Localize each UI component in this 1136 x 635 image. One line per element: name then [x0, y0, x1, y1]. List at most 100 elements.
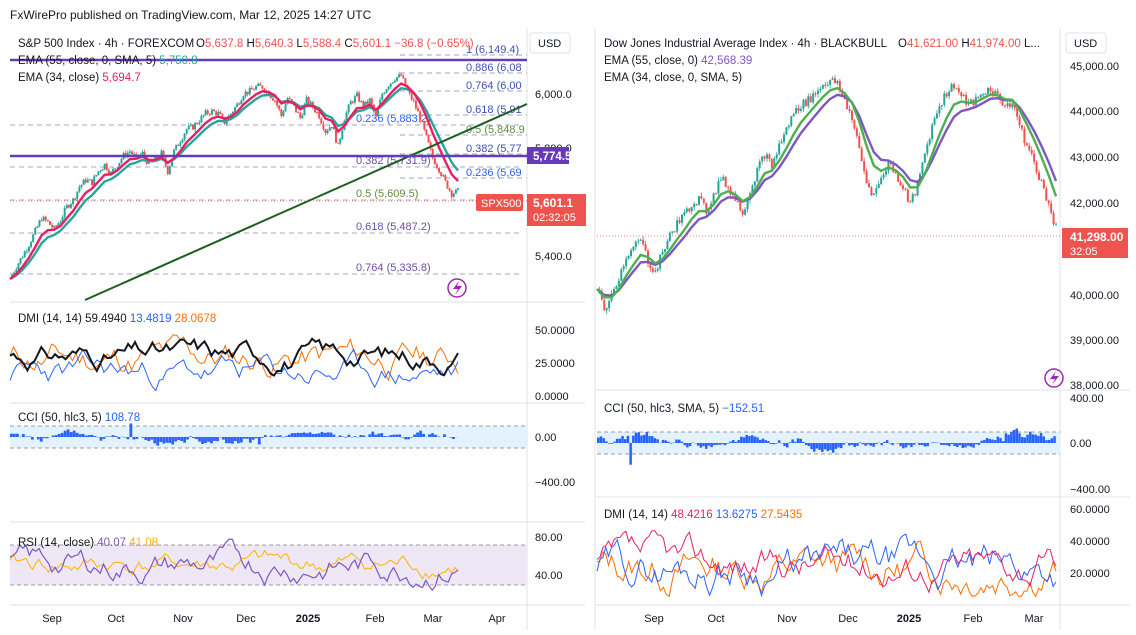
candle-body — [345, 112, 348, 121]
candle-body — [36, 226, 39, 228]
sp500-ema34-legend: EMA (34, close) 5,694.7 — [18, 72, 141, 84]
cci-bar — [90, 434, 94, 437]
dow-price-tick-label: 42,000.00 — [1070, 198, 1119, 210]
cci-bar — [231, 437, 234, 444]
candle-body — [120, 159, 123, 163]
currency-button[interactable] — [529, 32, 571, 54]
dow-cci-bar — [891, 443, 894, 446]
candle-body — [194, 123, 197, 130]
cci-bar — [129, 423, 133, 437]
dow-currency-button[interactable] — [1065, 32, 1107, 54]
candle-body — [931, 124, 934, 140]
alert-icon[interactable] — [447, 278, 467, 298]
candle-body — [410, 93, 413, 100]
candle-body — [450, 190, 453, 197]
dow-price-tick-label: 43,000.00 — [1070, 152, 1119, 164]
candle-body — [353, 96, 356, 103]
dow-cci-bar — [729, 441, 732, 443]
candle-body — [996, 90, 999, 94]
candle-body — [74, 198, 77, 200]
dow-cci-bar — [869, 443, 873, 446]
dow-alert-icon[interactable] — [1044, 368, 1064, 388]
dow-cci-bar — [640, 435, 643, 443]
fib-right-label: 0.5 (5,848.9 — [466, 124, 525, 136]
candle-body — [826, 84, 829, 86]
cci-bar — [236, 437, 240, 444]
candle-body — [664, 249, 666, 252]
candle-body — [719, 180, 722, 182]
candle-body — [668, 232, 671, 241]
candle-body — [368, 98, 371, 104]
candle-body — [957, 88, 960, 93]
candle-body — [671, 231, 674, 233]
candle-body — [634, 241, 637, 247]
candle-body — [48, 221, 51, 225]
dow-cci-bar — [783, 443, 786, 447]
candle-body — [318, 112, 321, 119]
candle-body — [804, 99, 807, 107]
candle-body — [330, 127, 333, 129]
cci-bar — [389, 435, 393, 437]
candle-body — [620, 269, 623, 281]
cci-bar — [377, 433, 381, 437]
x-axis-label: Nov — [173, 613, 193, 625]
cci-bar — [413, 434, 416, 437]
candle-body — [229, 113, 232, 116]
dow-price-tick-label: 39,000.00 — [1070, 335, 1119, 347]
dow-cci-bar — [607, 443, 611, 444]
candle-body — [928, 139, 931, 145]
cci-bar — [99, 437, 103, 441]
dow-cci-bar — [629, 443, 632, 465]
candle-body — [93, 176, 96, 186]
countdown-label: 02:32:05 — [533, 212, 576, 224]
dow-cci-bar — [1007, 434, 1010, 443]
cci-bar — [239, 437, 243, 443]
candle-body — [897, 173, 900, 182]
candle-body — [603, 299, 606, 311]
dow-cci-bar — [848, 443, 851, 446]
candle-body — [870, 187, 873, 196]
dmi-tick-label: 50.0000 — [535, 325, 575, 337]
candle-body — [836, 80, 839, 84]
candle-body — [322, 123, 325, 130]
dow-cci-bar — [867, 443, 870, 445]
candle-body — [853, 120, 856, 129]
cci-bar — [383, 436, 387, 437]
candle-body — [417, 108, 420, 112]
candle-body — [649, 263, 652, 269]
candle-body — [440, 172, 443, 176]
candle-body — [59, 221, 62, 224]
candle-body — [271, 98, 274, 101]
candle-body — [1033, 153, 1036, 162]
candle-body — [763, 156, 766, 159]
candle-body — [65, 205, 68, 209]
candle-body — [221, 114, 224, 117]
dow-cci-bar — [815, 443, 819, 449]
candle-body — [101, 169, 104, 171]
dow-jones-chart[interactable]: Dow Jones Industrial Average Index · 4h … — [596, 32, 1128, 625]
candle-body — [189, 124, 192, 126]
candle-body — [1001, 99, 1004, 106]
cci-bar — [248, 437, 252, 443]
cci-bar — [452, 437, 455, 440]
candle-body — [809, 96, 812, 103]
candle-body — [114, 168, 117, 170]
cci-bar — [311, 434, 315, 437]
dow-price-tick-label: 44,000.00 — [1070, 106, 1119, 118]
candle-body — [1030, 149, 1033, 154]
candle-body — [863, 161, 866, 172]
dow-cci-bar — [961, 443, 964, 448]
candle-body — [693, 203, 696, 207]
candle-body — [82, 179, 85, 185]
cci-bar — [36, 437, 40, 440]
cci-bar — [398, 434, 402, 437]
x-axis-label: Mar — [424, 613, 443, 625]
candle-body — [783, 134, 785, 142]
dow-x-axis-label: Mar — [1025, 613, 1044, 625]
cci-bar — [422, 433, 425, 437]
sp500-ema55-legend: EMA (55, close, 0, SMA, 5) 5,750.8 — [18, 55, 198, 67]
cci-bar — [443, 434, 446, 437]
cci-bar — [353, 436, 357, 437]
